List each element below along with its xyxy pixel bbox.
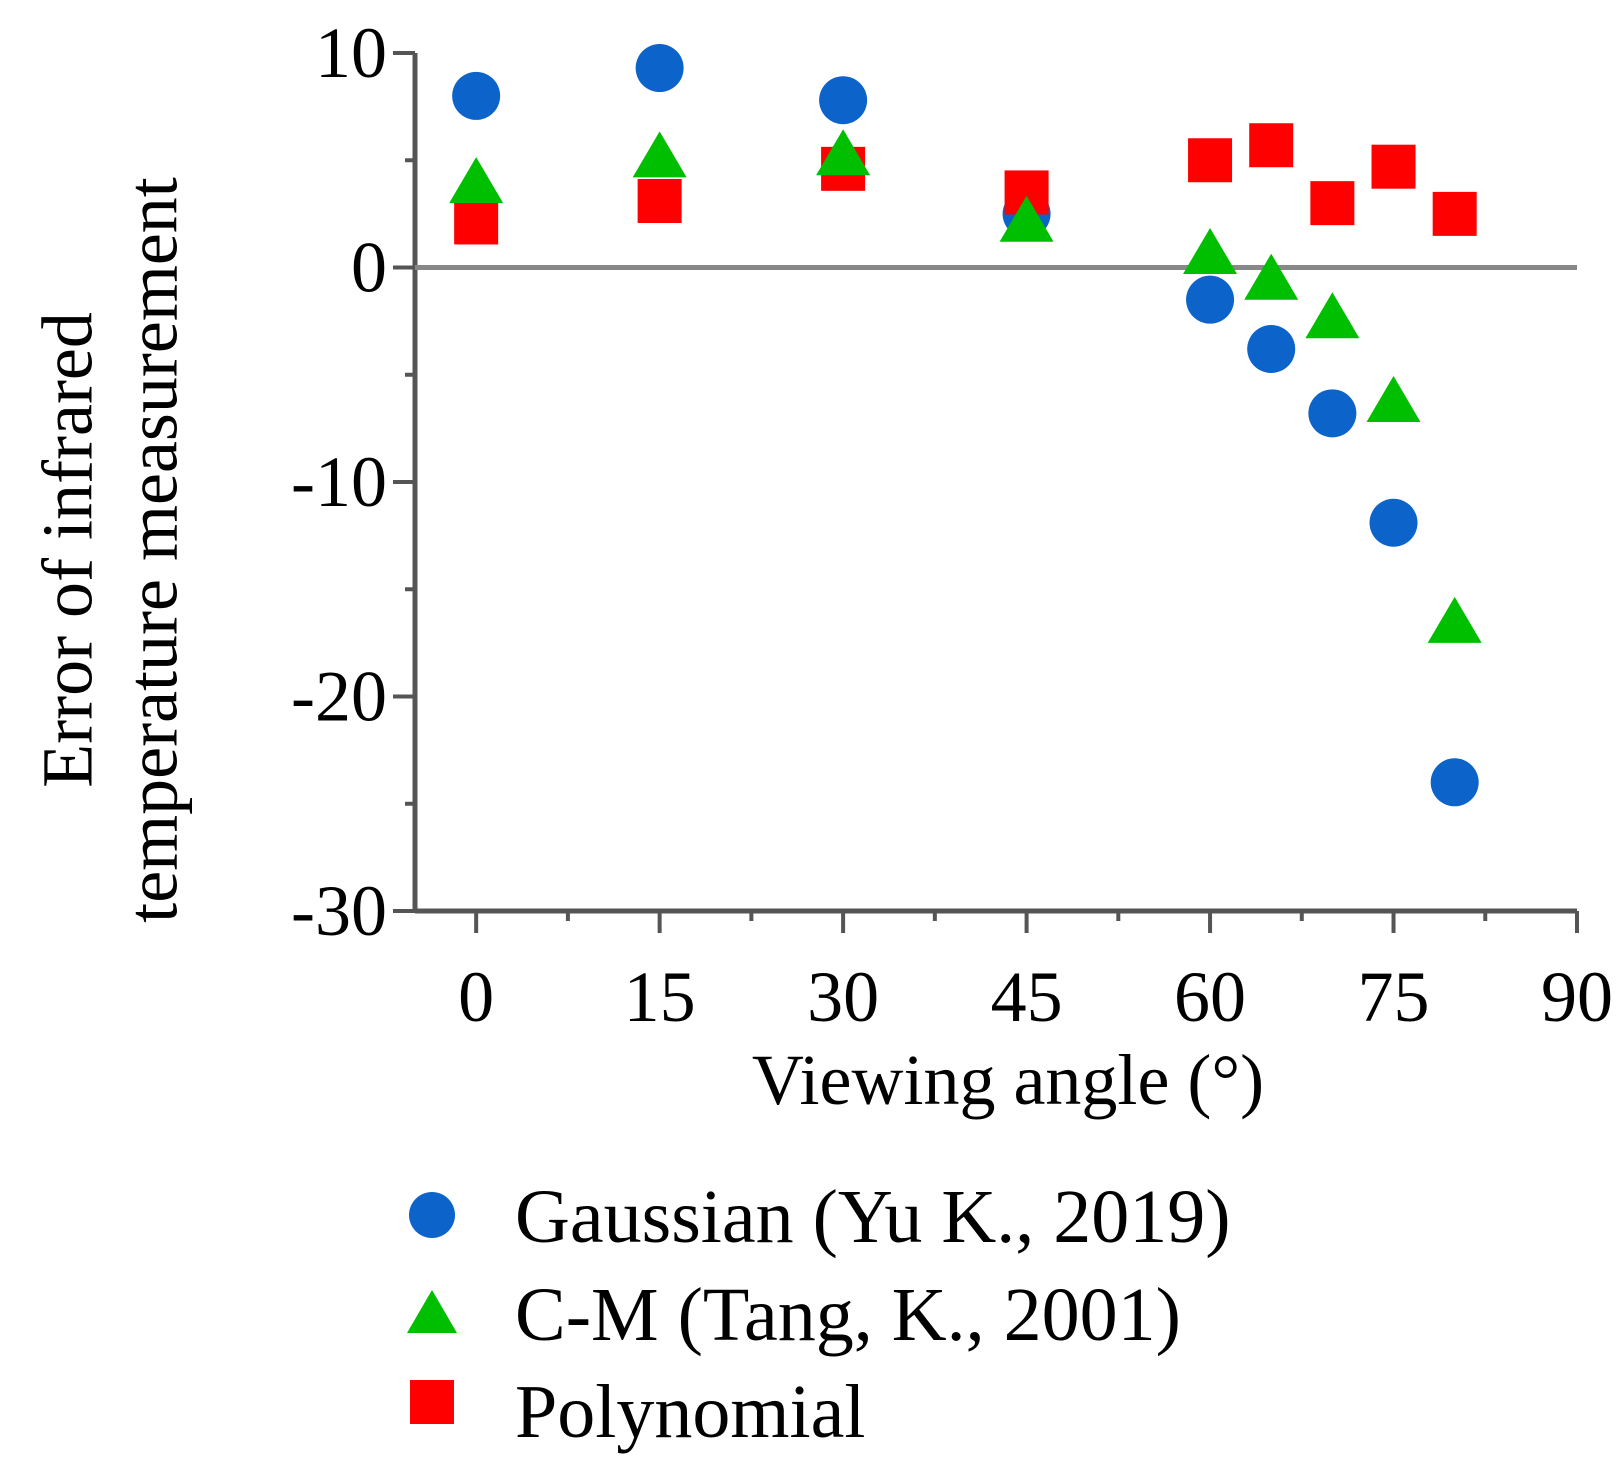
y-tick-label: -30 [291,871,387,951]
y-axis-title: Error of infrared temperature measuremen… [28,177,193,923]
axis-ticks: 10 0 -10 -20 -30 0 15 30 45 60 75 90 [291,13,1613,1037]
data-point-triangle-15 [632,131,687,178]
legend-marker-cm [407,1290,457,1333]
legend-marker-gaussian [409,1192,455,1238]
data-point-square-65 [1249,123,1294,168]
x-tick-label: 15 [624,957,696,1037]
data-point-square-70 [1310,181,1355,226]
y-tick-label: -10 [291,442,387,522]
data-point-triangle-80 [1427,596,1482,643]
data-point-triangle-70 [1305,292,1360,339]
data-point-triangle-0 [449,157,504,204]
data-point-circle-75 [1369,498,1418,547]
y-tick-label: 0 [351,228,387,308]
data-point-circle-30 [819,76,868,125]
data-point-triangle-30 [816,129,871,176]
data-point-circle-65 [1247,325,1296,374]
y-axis-title-line-2: temperature measurement [113,177,193,923]
data-point-circle-60 [1186,275,1235,324]
data-point-circle-70 [1308,389,1357,438]
y-tick-label: -20 [291,657,387,737]
data-point-circle-80 [1430,758,1479,807]
legend-label-gaussian: Gaussian (Yu K., 2019) [515,1175,1231,1259]
data-point-square-75 [1371,144,1416,189]
data-point-square-80 [1432,191,1477,236]
data-point-square-60 [1188,138,1233,183]
data-point-circle-15 [635,44,684,93]
data-point-triangle-65 [1244,253,1299,300]
data-point-triangle-60 [1183,227,1238,274]
x-tick-label: 90 [1541,957,1613,1037]
data-point-square-0 [454,200,499,245]
legend-marker-polynomial [410,1380,454,1424]
data-point-triangle-45 [999,195,1054,242]
x-tick-label: 45 [991,957,1063,1037]
legend-label-polynomial: Polynomial [515,1370,865,1454]
legend-label-cm: C-M (Tang, K., 2001) [515,1273,1181,1357]
data-point-circle-0 [452,71,501,120]
x-tick-label: 30 [807,957,879,1037]
data-point-triangle-75 [1366,375,1421,422]
y-axis-title-line-1: Error of infrared [28,312,108,788]
legend: Gaussian (Yu K., 2019) C-M (Tang, K., 20… [407,1175,1231,1454]
y-tick-label: 10 [315,13,387,93]
x-axis-title: Viewing angle (°) [752,1040,1264,1120]
data-point-square-15 [637,179,682,224]
x-tick-label: 75 [1358,957,1430,1037]
data-markers [449,44,1482,807]
x-tick-label: 0 [458,957,494,1037]
x-tick-label: 60 [1174,957,1246,1037]
